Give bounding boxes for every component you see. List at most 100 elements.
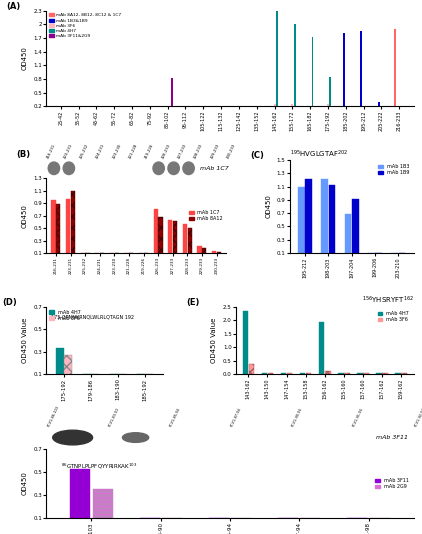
Bar	[81, 253, 85, 259]
Bar	[183, 224, 187, 259]
Bar	[70, 468, 90, 530]
Bar	[66, 199, 70, 259]
Bar	[300, 518, 320, 530]
Bar	[287, 373, 292, 374]
Bar	[71, 191, 75, 259]
Circle shape	[63, 162, 75, 175]
Bar	[352, 199, 359, 260]
Bar	[399, 253, 406, 260]
Bar	[347, 518, 368, 530]
Text: mAb 3F11: mAb 3F11	[376, 435, 408, 440]
Text: PCV1-92-98: PCV1-92-98	[414, 407, 422, 428]
Text: PCV1-87-94: PCV1-87-94	[230, 407, 242, 428]
Circle shape	[53, 430, 92, 445]
Text: mAb 1C7: mAb 1C7	[200, 166, 229, 171]
Circle shape	[48, 162, 60, 175]
Bar	[231, 518, 251, 530]
Bar	[158, 217, 162, 259]
Bar	[217, 252, 221, 259]
Text: 228-233: 228-233	[193, 143, 204, 160]
Bar	[306, 373, 311, 374]
Bar	[100, 253, 104, 259]
Text: 224-231: 224-231	[95, 143, 106, 160]
Bar	[311, 37, 314, 115]
Y-axis label: OD450: OD450	[22, 472, 28, 496]
Text: (C): (C)	[250, 151, 264, 160]
Bar	[329, 185, 335, 260]
Bar	[298, 186, 305, 260]
Text: 221-228: 221-228	[128, 143, 138, 160]
Text: 223-231: 223-231	[63, 143, 73, 160]
Text: 230-233: 230-233	[226, 143, 237, 160]
Bar	[294, 25, 296, 115]
Bar	[281, 373, 286, 374]
Legend: mAb 1B3, mAb 1B9: mAb 1B3, mAb 1B9	[376, 162, 411, 177]
Bar	[278, 518, 298, 530]
Bar	[273, 104, 276, 115]
Bar	[391, 253, 398, 260]
Text: (B): (B)	[16, 151, 30, 160]
Y-axis label: OD450: OD450	[22, 203, 28, 227]
Bar	[187, 228, 192, 259]
Bar	[319, 321, 325, 374]
Legend: mAb 3F11, mAb 2G9: mAb 3F11, mAb 2G9	[373, 476, 411, 491]
Bar	[394, 29, 396, 115]
Bar	[110, 253, 114, 259]
Bar	[56, 348, 64, 386]
Bar	[197, 246, 202, 259]
Bar	[305, 179, 312, 260]
Bar	[119, 374, 126, 386]
Bar	[124, 253, 129, 259]
Legend: mAb 4H7, mAb 3F6: mAb 4H7, mAb 3F6	[49, 309, 81, 321]
Bar	[144, 253, 148, 259]
Text: (E): (E)	[186, 299, 200, 307]
Bar	[396, 106, 398, 115]
Bar	[395, 373, 401, 374]
Circle shape	[153, 162, 164, 175]
Bar	[212, 251, 216, 259]
Text: 175 QPNNKRNQLWLRLQTAGN 192: 175 QPNNKRNQLWLRLQTAGN 192	[51, 315, 134, 320]
Bar	[171, 78, 173, 115]
Bar	[344, 215, 351, 260]
Bar	[300, 373, 306, 374]
Text: 226-233: 226-233	[161, 143, 171, 160]
Bar	[137, 374, 145, 386]
Bar	[95, 253, 100, 259]
Bar	[110, 374, 118, 386]
Bar	[168, 220, 173, 259]
Bar	[173, 221, 177, 259]
Text: 229-233: 229-233	[210, 143, 220, 160]
Text: 225-232: 225-232	[79, 143, 89, 160]
Text: PCV1-86-103: PCV1-86-103	[46, 405, 60, 428]
Bar	[276, 11, 278, 115]
Bar	[329, 77, 331, 115]
Y-axis label: OD450: OD450	[22, 46, 28, 70]
Bar	[140, 518, 160, 530]
Text: 219-226: 219-226	[144, 143, 155, 160]
Text: PCV1-83-90: PCV1-83-90	[108, 407, 120, 428]
Bar	[360, 31, 362, 115]
Bar	[139, 253, 143, 259]
Bar	[378, 102, 380, 115]
Text: 216-231: 216-231	[46, 143, 57, 160]
Bar	[202, 248, 206, 259]
Bar	[382, 373, 388, 374]
Y-axis label: OD450 Value: OD450 Value	[22, 318, 28, 363]
Bar	[83, 374, 91, 386]
Bar	[291, 104, 293, 115]
Bar	[343, 34, 344, 115]
Text: 223-230: 223-230	[112, 143, 122, 160]
Bar	[162, 518, 182, 530]
Bar	[376, 373, 382, 374]
Circle shape	[183, 162, 194, 175]
Bar	[154, 209, 158, 259]
Circle shape	[122, 433, 149, 442]
Bar	[401, 373, 407, 374]
Text: $^{156}$YHSRYFT$^{162}$: $^{156}$YHSRYFT$^{162}$	[362, 295, 414, 307]
Bar	[129, 253, 133, 259]
Text: (A): (A)	[6, 2, 20, 11]
Bar	[262, 373, 267, 374]
Text: (D): (D)	[2, 299, 17, 307]
Bar	[357, 373, 362, 374]
Y-axis label: OD450: OD450	[265, 194, 271, 218]
